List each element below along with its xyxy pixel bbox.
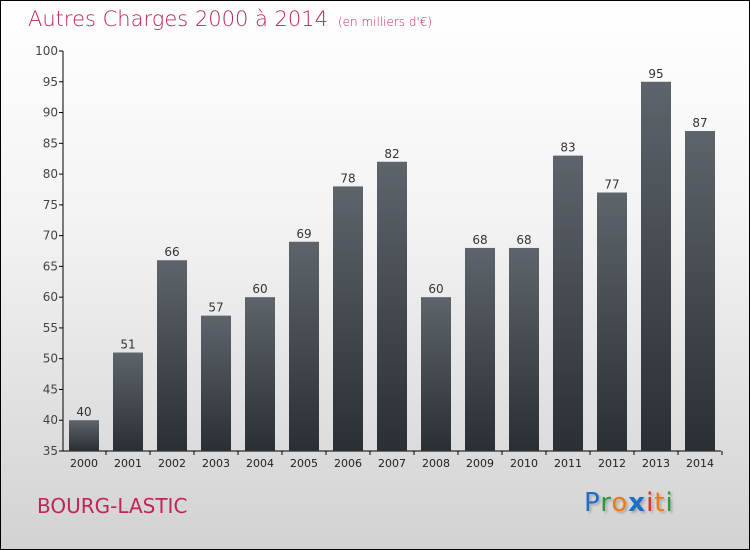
- x-tick-label: 2012: [598, 457, 626, 470]
- data-label: 95: [648, 67, 663, 81]
- data-label: 77: [604, 178, 619, 192]
- x-tick-label: 2011: [554, 457, 582, 470]
- data-label: 82: [384, 147, 399, 161]
- data-label: 60: [428, 282, 443, 296]
- data-label: 51: [120, 338, 135, 352]
- bar: [113, 352, 143, 451]
- data-label: 57: [208, 301, 223, 315]
- x-tick-label: 2009: [466, 457, 494, 470]
- data-label: 66: [164, 245, 179, 259]
- x-tick-label: 2008: [422, 457, 450, 470]
- y-tick-label: 60: [43, 290, 58, 304]
- y-tick-label: 100: [35, 44, 58, 58]
- bar: [421, 297, 451, 451]
- x-tick-label: 2013: [642, 457, 670, 470]
- y-tick-label: 95: [43, 75, 58, 89]
- bar: [289, 241, 319, 451]
- data-label: 60: [252, 282, 267, 296]
- data-label: 40: [76, 405, 91, 419]
- bar: [69, 420, 99, 451]
- data-label: 78: [340, 171, 355, 185]
- data-label: 68: [472, 233, 487, 247]
- bar: [377, 161, 407, 451]
- x-tick-label: 2000: [70, 457, 98, 470]
- bar: [245, 297, 275, 451]
- x-tick-label: 2001: [114, 457, 142, 470]
- y-tick-label: 65: [43, 259, 58, 273]
- y-tick-label: 70: [43, 229, 58, 243]
- bar: [465, 247, 495, 451]
- bar: [685, 131, 715, 451]
- x-tick-label: 2003: [202, 457, 230, 470]
- data-label: 83: [560, 141, 575, 155]
- y-tick-label: 85: [43, 136, 58, 150]
- bar: [157, 260, 187, 451]
- y-tick-label: 45: [43, 382, 58, 396]
- data-label: 69: [296, 227, 311, 241]
- y-tick-label: 75: [43, 198, 58, 212]
- x-tick-label: 2002: [158, 457, 186, 470]
- bar: [201, 315, 231, 451]
- subtitle-text: (en milliers d'€): [337, 15, 433, 29]
- x-tick-label: 2010: [510, 457, 538, 470]
- bar: [553, 155, 583, 451]
- y-tick-label: 55: [43, 321, 58, 335]
- x-tick-label: 2007: [378, 457, 406, 470]
- x-tick-label: 2014: [686, 457, 714, 470]
- y-tick-label: 80: [43, 167, 58, 181]
- data-label: 87: [692, 116, 707, 130]
- bar: [597, 192, 627, 452]
- title-text: Autres Charges 2000 à 2014: [28, 7, 328, 31]
- chart-title: Autres Charges 2000 à 2014 (en milliers d…: [28, 7, 432, 31]
- bar: [641, 81, 671, 452]
- y-tick-label: 40: [43, 413, 58, 427]
- y-tick-label: 50: [43, 352, 58, 366]
- y-tick-label: 35: [43, 444, 58, 458]
- y-tick-label: 90: [43, 106, 58, 120]
- bar: [333, 186, 363, 451]
- x-tick-label: 2006: [334, 457, 362, 470]
- proxiti-logo[interactable]: Proxiti: [584, 488, 674, 518]
- x-tick-label: 2005: [290, 457, 318, 470]
- location-label: BOURG-LASTIC: [37, 494, 188, 518]
- bar: [509, 247, 539, 451]
- x-tick-label: 2004: [246, 457, 274, 470]
- data-label: 68: [516, 233, 531, 247]
